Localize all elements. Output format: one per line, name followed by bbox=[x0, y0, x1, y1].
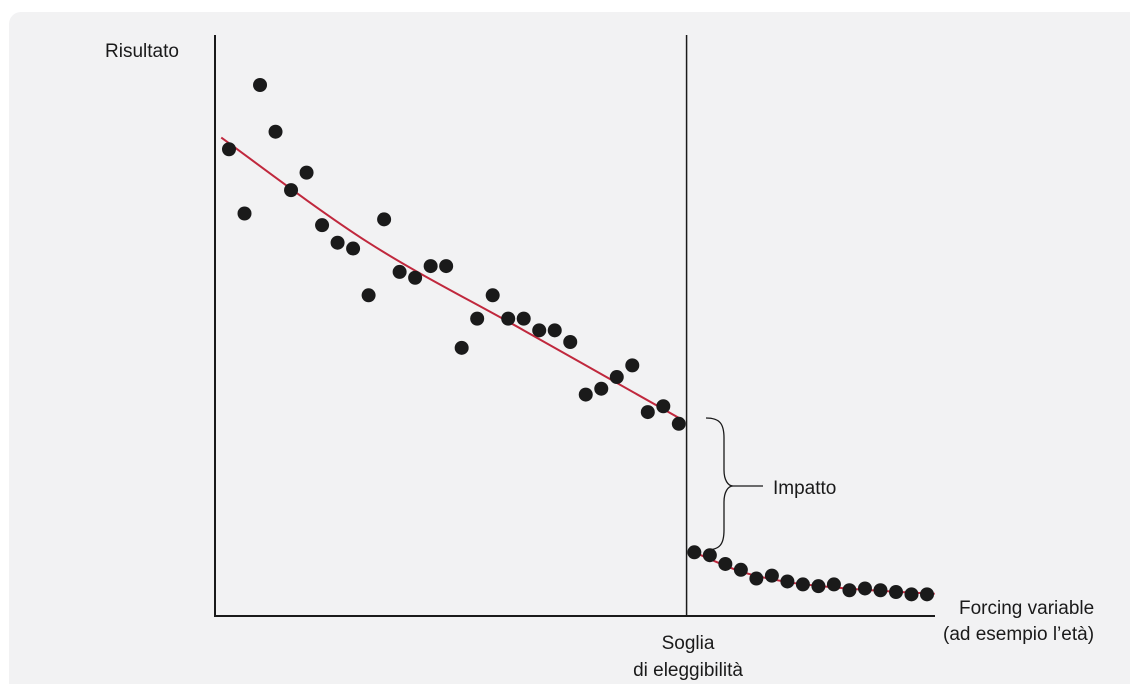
data-point-left bbox=[640, 405, 655, 420]
data-point-right bbox=[718, 556, 733, 571]
data-point-left bbox=[392, 264, 407, 279]
data-point-left bbox=[547, 323, 562, 338]
data-point-left bbox=[361, 288, 376, 303]
data-point-right bbox=[857, 581, 872, 596]
data-point-right bbox=[795, 577, 810, 592]
data-point-left bbox=[377, 212, 392, 227]
data-point-left bbox=[625, 358, 640, 373]
data-point-right bbox=[904, 587, 919, 602]
fit-lines bbox=[220, 136, 935, 595]
data-point-right bbox=[842, 583, 857, 598]
data-points bbox=[222, 78, 934, 602]
x-axis-label-line-2: (ad esempio l’età) bbox=[943, 624, 1094, 645]
data-point-left bbox=[299, 165, 314, 180]
data-point-right bbox=[920, 587, 934, 602]
data-point-left bbox=[594, 381, 609, 396]
data-point-left bbox=[609, 370, 624, 385]
y-axis-label: Risultato bbox=[105, 41, 179, 62]
data-point-left bbox=[253, 78, 268, 92]
data-point-left bbox=[423, 259, 438, 274]
axes bbox=[214, 35, 935, 617]
impact-brace bbox=[705, 417, 734, 551]
data-point-left bbox=[439, 259, 454, 274]
data-point-right bbox=[873, 583, 888, 598]
data-point-right bbox=[687, 545, 702, 560]
data-point-left bbox=[222, 142, 236, 157]
impact-label: Impatto bbox=[773, 478, 836, 499]
data-point-right bbox=[888, 584, 903, 599]
data-point-left bbox=[284, 183, 299, 198]
data-point-left bbox=[563, 335, 578, 349]
data-point-right bbox=[702, 548, 717, 563]
data-point-left bbox=[315, 218, 330, 233]
data-point-right bbox=[811, 579, 826, 594]
threshold-label-line-1: Soglia bbox=[662, 633, 715, 654]
data-point-left bbox=[346, 241, 361, 256]
data-point-right bbox=[826, 577, 841, 592]
data-point-left bbox=[470, 311, 485, 326]
data-point-left bbox=[408, 270, 423, 285]
data-point-left bbox=[330, 235, 345, 250]
data-point-left bbox=[454, 340, 469, 355]
data-point-left bbox=[656, 399, 671, 414]
x-axis-label-line-1: Forcing variable bbox=[959, 598, 1094, 619]
data-point-left bbox=[578, 387, 593, 402]
data-point-left bbox=[501, 311, 516, 326]
data-point-left bbox=[485, 288, 500, 303]
data-point-left bbox=[268, 124, 283, 139]
data-point-right bbox=[733, 562, 748, 577]
data-point-left bbox=[516, 311, 531, 326]
threshold-label-line-2: di eleggibilità bbox=[633, 660, 743, 681]
data-point-right bbox=[780, 574, 795, 589]
data-point-left bbox=[671, 416, 686, 431]
data-point-left bbox=[532, 323, 547, 338]
data-point-right bbox=[749, 571, 764, 586]
data-point-left bbox=[237, 206, 252, 221]
data-point-right bbox=[764, 568, 779, 583]
